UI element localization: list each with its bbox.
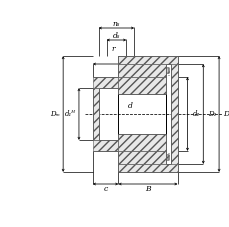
Polygon shape	[118, 56, 177, 64]
Polygon shape	[170, 64, 177, 164]
Text: D₁: D₁	[207, 110, 216, 118]
Text: Dₘ: Dₘ	[50, 110, 60, 118]
Ellipse shape	[166, 155, 168, 160]
Ellipse shape	[167, 67, 169, 74]
Polygon shape	[92, 77, 118, 88]
Text: B: B	[144, 185, 150, 193]
Text: l: l	[128, 56, 130, 64]
Ellipse shape	[166, 67, 168, 74]
Bar	[92, 56, 177, 172]
Polygon shape	[92, 88, 98, 140]
Text: c: c	[103, 185, 107, 193]
Polygon shape	[118, 64, 165, 77]
Polygon shape	[118, 77, 165, 94]
Text: d₁ᴴ: d₁ᴴ	[65, 110, 76, 118]
Text: d: d	[128, 102, 133, 110]
Text: D: D	[222, 110, 228, 118]
Ellipse shape	[167, 155, 169, 160]
Text: nₛ: nₛ	[112, 20, 120, 28]
Polygon shape	[118, 134, 165, 151]
Text: dₛ: dₛ	[112, 32, 120, 40]
Text: d₂: d₂	[192, 110, 199, 118]
Polygon shape	[118, 164, 177, 172]
Text: r: r	[111, 45, 115, 53]
Polygon shape	[118, 151, 165, 164]
Polygon shape	[92, 140, 118, 151]
